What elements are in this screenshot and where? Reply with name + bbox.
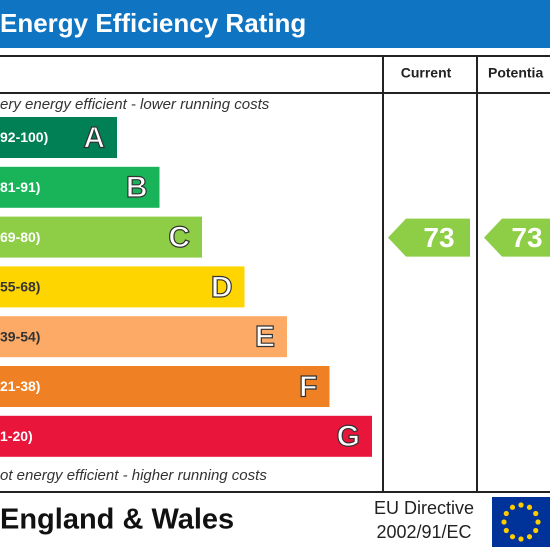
- flag-star: [509, 504, 516, 510]
- bottom-note: ot energy efficient - higher running cos…: [0, 467, 267, 484]
- band-letter: D: [211, 271, 233, 304]
- flag-star: [503, 510, 509, 517]
- band-letter: B: [126, 171, 148, 204]
- band-range: 92-100): [0, 129, 48, 145]
- flag-star: [526, 534, 533, 540]
- rating-value: 73: [423, 222, 454, 253]
- eu-flag: [492, 497, 550, 547]
- band-range: 1-20): [0, 428, 33, 444]
- top-note: ery energy efficient - lower running cos…: [0, 96, 270, 113]
- flag-star: [526, 504, 533, 510]
- column-header: Potentia: [488, 65, 543, 81]
- band-range: 55-68): [0, 279, 40, 295]
- flag-star: [518, 536, 524, 542]
- frame: [0, 55, 550, 493]
- flag-star: [533, 510, 539, 517]
- flag-star: [501, 519, 507, 525]
- region: England & Wales: [0, 504, 234, 536]
- band: [0, 366, 330, 407]
- band-letter: C: [168, 221, 190, 254]
- title: Energy Efficiency Rating: [0, 8, 306, 38]
- flag-star: [535, 519, 541, 525]
- band-range: 69-80): [0, 229, 40, 245]
- band: [0, 166, 160, 208]
- rating-arrow: [388, 218, 470, 257]
- band: [0, 415, 372, 457]
- column-header: Current: [401, 65, 452, 81]
- rating-arrow: [484, 218, 550, 257]
- directive: 2002/91/EC: [376, 522, 471, 542]
- band-range: 39-54): [0, 328, 40, 344]
- band-range: 21-38): [0, 378, 40, 394]
- band-range: 81-91): [0, 179, 40, 195]
- directive: EU Directive: [374, 498, 474, 518]
- title-bar: [0, 0, 550, 48]
- band-letter: G: [337, 420, 360, 453]
- rating-value: 73: [511, 222, 542, 253]
- flag-star: [533, 527, 539, 534]
- band-letter: A: [83, 121, 105, 154]
- flag-star: [509, 534, 516, 540]
- band: [0, 117, 117, 158]
- band-letter: E: [255, 321, 275, 354]
- band: [0, 266, 245, 308]
- band: [0, 316, 287, 358]
- flag-star: [518, 502, 524, 508]
- band-letter: F: [299, 370, 317, 403]
- flag-star: [503, 527, 509, 534]
- band: [0, 216, 202, 258]
